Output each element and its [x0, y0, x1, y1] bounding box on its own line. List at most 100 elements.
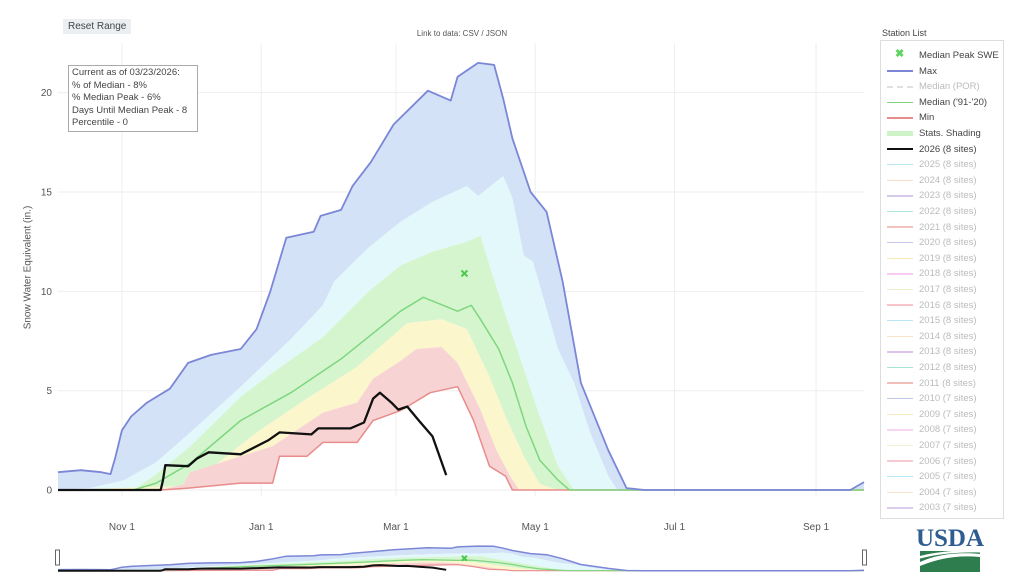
legend-label: 2023 (8 sites)	[919, 190, 977, 202]
legend-label: 2019 (8 sites)	[919, 252, 977, 264]
legend: ✖ Median Peak SWE Max Median (POR) Median ('…	[880, 40, 1004, 519]
legend-title: Station List	[882, 28, 927, 38]
legend-label: 2015 (8 sites)	[919, 315, 977, 327]
line-swatch-icon	[887, 351, 913, 353]
legend-item[interactable]: 2013 (8 sites)	[881, 344, 977, 359]
y-tick-label: 5	[46, 386, 52, 397]
legend-item[interactable]: 2010 (7 sites)	[881, 391, 977, 406]
band-70-to-90	[58, 176, 864, 490]
band-70-to-90	[58, 552, 864, 571]
legend-label: 2011 (8 sites)	[919, 377, 976, 389]
line-swatch-icon	[887, 319, 913, 322]
line-swatch-icon	[887, 366, 913, 369]
info-days-until-peak: Days Until Median Peak - 8	[72, 104, 188, 116]
legend-label: Median ('91-'20)	[919, 96, 988, 108]
legend-label: 2008 (7 sites)	[919, 424, 977, 436]
x-tick-label: Nov 1	[109, 522, 136, 533]
legend-item[interactable]: 2015 (8 sites)	[881, 313, 977, 328]
range-slider[interactable]	[57, 545, 865, 572]
line-swatch-icon	[887, 163, 913, 166]
legend-item[interactable]: 2026 (8 sites)	[881, 142, 977, 157]
legend-label: 2014 (8 sites)	[919, 330, 977, 342]
legend-item[interactable]: 2017 (8 sites)	[881, 282, 977, 297]
range-slider-left-handle[interactable]	[55, 549, 60, 566]
max-line	[57, 62, 865, 491]
min-line	[58, 564, 864, 572]
band-10-to-30	[58, 319, 864, 490]
legend-item[interactable]: 2004 (7 sites)	[881, 485, 977, 500]
wy2026-line	[58, 391, 448, 492]
range-slider-right-handle[interactable]	[862, 549, 867, 566]
legend-label: Median Peak SWE	[919, 50, 999, 61]
line-swatch-icon	[887, 195, 913, 197]
legend-label: Min	[919, 112, 935, 124]
min-line	[58, 385, 864, 491]
legend-item[interactable]: Max	[881, 64, 937, 79]
legend-item[interactable]: Median ('91-'20)	[881, 95, 987, 110]
legend-item[interactable]: 2016 (8 sites)	[881, 298, 977, 313]
legend-label: 2006 (7 sites)	[919, 455, 977, 467]
legend-label: 2012 (8 sites)	[919, 362, 977, 373]
x-marker-icon: ✖	[895, 47, 905, 60]
line-swatch-icon	[887, 117, 913, 119]
line-swatch-icon	[887, 179, 913, 182]
y-tick-label: 15	[41, 188, 53, 199]
legend-item[interactable]: 2014 (8 sites)	[881, 329, 977, 344]
line-swatch-icon	[887, 491, 913, 494]
csv-link[interactable]: CSV	[462, 29, 480, 38]
link-separator: /	[479, 29, 486, 38]
json-link[interactable]: JSON	[485, 29, 508, 38]
legend-item[interactable]: 2008 (7 sites)	[881, 422, 977, 437]
current-stats-box: Current as of 03/23/2026: % of Median - …	[68, 65, 198, 132]
legend-item[interactable]: 2007 (7 sites)	[881, 438, 977, 453]
legend-item[interactable]: 2020 (8 sites)	[881, 235, 977, 250]
max-line	[57, 545, 865, 572]
line-swatch-icon	[887, 257, 913, 260]
band-30-to-70	[58, 556, 864, 571]
line-swatch-icon	[887, 101, 913, 104]
y-tick-label: 10	[41, 287, 53, 298]
legend-item[interactable]: 2009 (7 sites)	[881, 407, 977, 422]
info-percentile: Percentile - 0	[72, 117, 128, 128]
median-peak-marker	[461, 555, 468, 562]
legend-item[interactable]: 2024 (8 sites)	[881, 173, 977, 188]
legend-item[interactable]: 2003 (7 sites)	[881, 500, 977, 515]
info-current-date: Current as of 03/23/2026:	[72, 67, 180, 78]
legend-item[interactable]: ✖ Median Peak SWE	[881, 48, 999, 63]
band-90-to-max	[58, 62, 864, 491]
legend-item[interactable]: 2006 (7 sites)	[881, 454, 977, 469]
legend-label: 2003 (7 sites)	[919, 502, 977, 514]
legend-item[interactable]: 2019 (8 sites)	[881, 251, 977, 266]
legend-label: 2025 (8 sites)	[919, 159, 977, 171]
legend-item[interactable]: 2005 (7 sites)	[881, 469, 977, 484]
legend-item[interactable]: 2011 (8 sites)	[881, 376, 976, 391]
legend-label: 2022 (8 sites)	[919, 206, 977, 217]
legend-item[interactable]: 2022 (8 sites)	[881, 204, 977, 219]
band-90-to-max	[58, 546, 864, 571]
line-swatch-icon	[887, 507, 913, 509]
legend-label: Max	[919, 65, 937, 77]
legend-label: 2016 (8 sites)	[919, 299, 977, 311]
y-tick-label: 0	[46, 486, 52, 497]
legend-label: 2007 (7 sites)	[919, 440, 977, 451]
legend-item[interactable]: Stats. Shading	[881, 126, 981, 141]
info-pct-median: % of Median - 8%	[72, 79, 147, 91]
y-axis-label: Snow Water Equivalent (in.)	[22, 205, 34, 330]
line-swatch-icon	[887, 413, 913, 416]
legend-item[interactable]: Min	[881, 110, 934, 125]
legend-label: 2021 (8 sites)	[919, 221, 977, 233]
legend-item[interactable]: 2023 (8 sites)	[881, 188, 977, 203]
reset-range-button[interactable]: Reset Range	[63, 19, 132, 34]
legend-item[interactable]: Median (POR)	[881, 79, 980, 94]
legend-item[interactable]: 2018 (8 sites)	[881, 266, 977, 281]
dashed-line-icon	[887, 85, 913, 88]
legend-item[interactable]: 2021 (8 sites)	[881, 220, 977, 235]
legend-label: 2026 (8 sites)	[919, 143, 977, 155]
legend-label: 2018 (8 sites)	[919, 268, 977, 280]
legend-item[interactable]: 2025 (8 sites)	[881, 157, 977, 172]
legend-item[interactable]: 2012 (8 sites)	[881, 360, 977, 375]
line-swatch-icon	[887, 460, 913, 462]
shading-swatch-icon	[887, 131, 913, 136]
line-swatch-icon	[887, 335, 913, 338]
